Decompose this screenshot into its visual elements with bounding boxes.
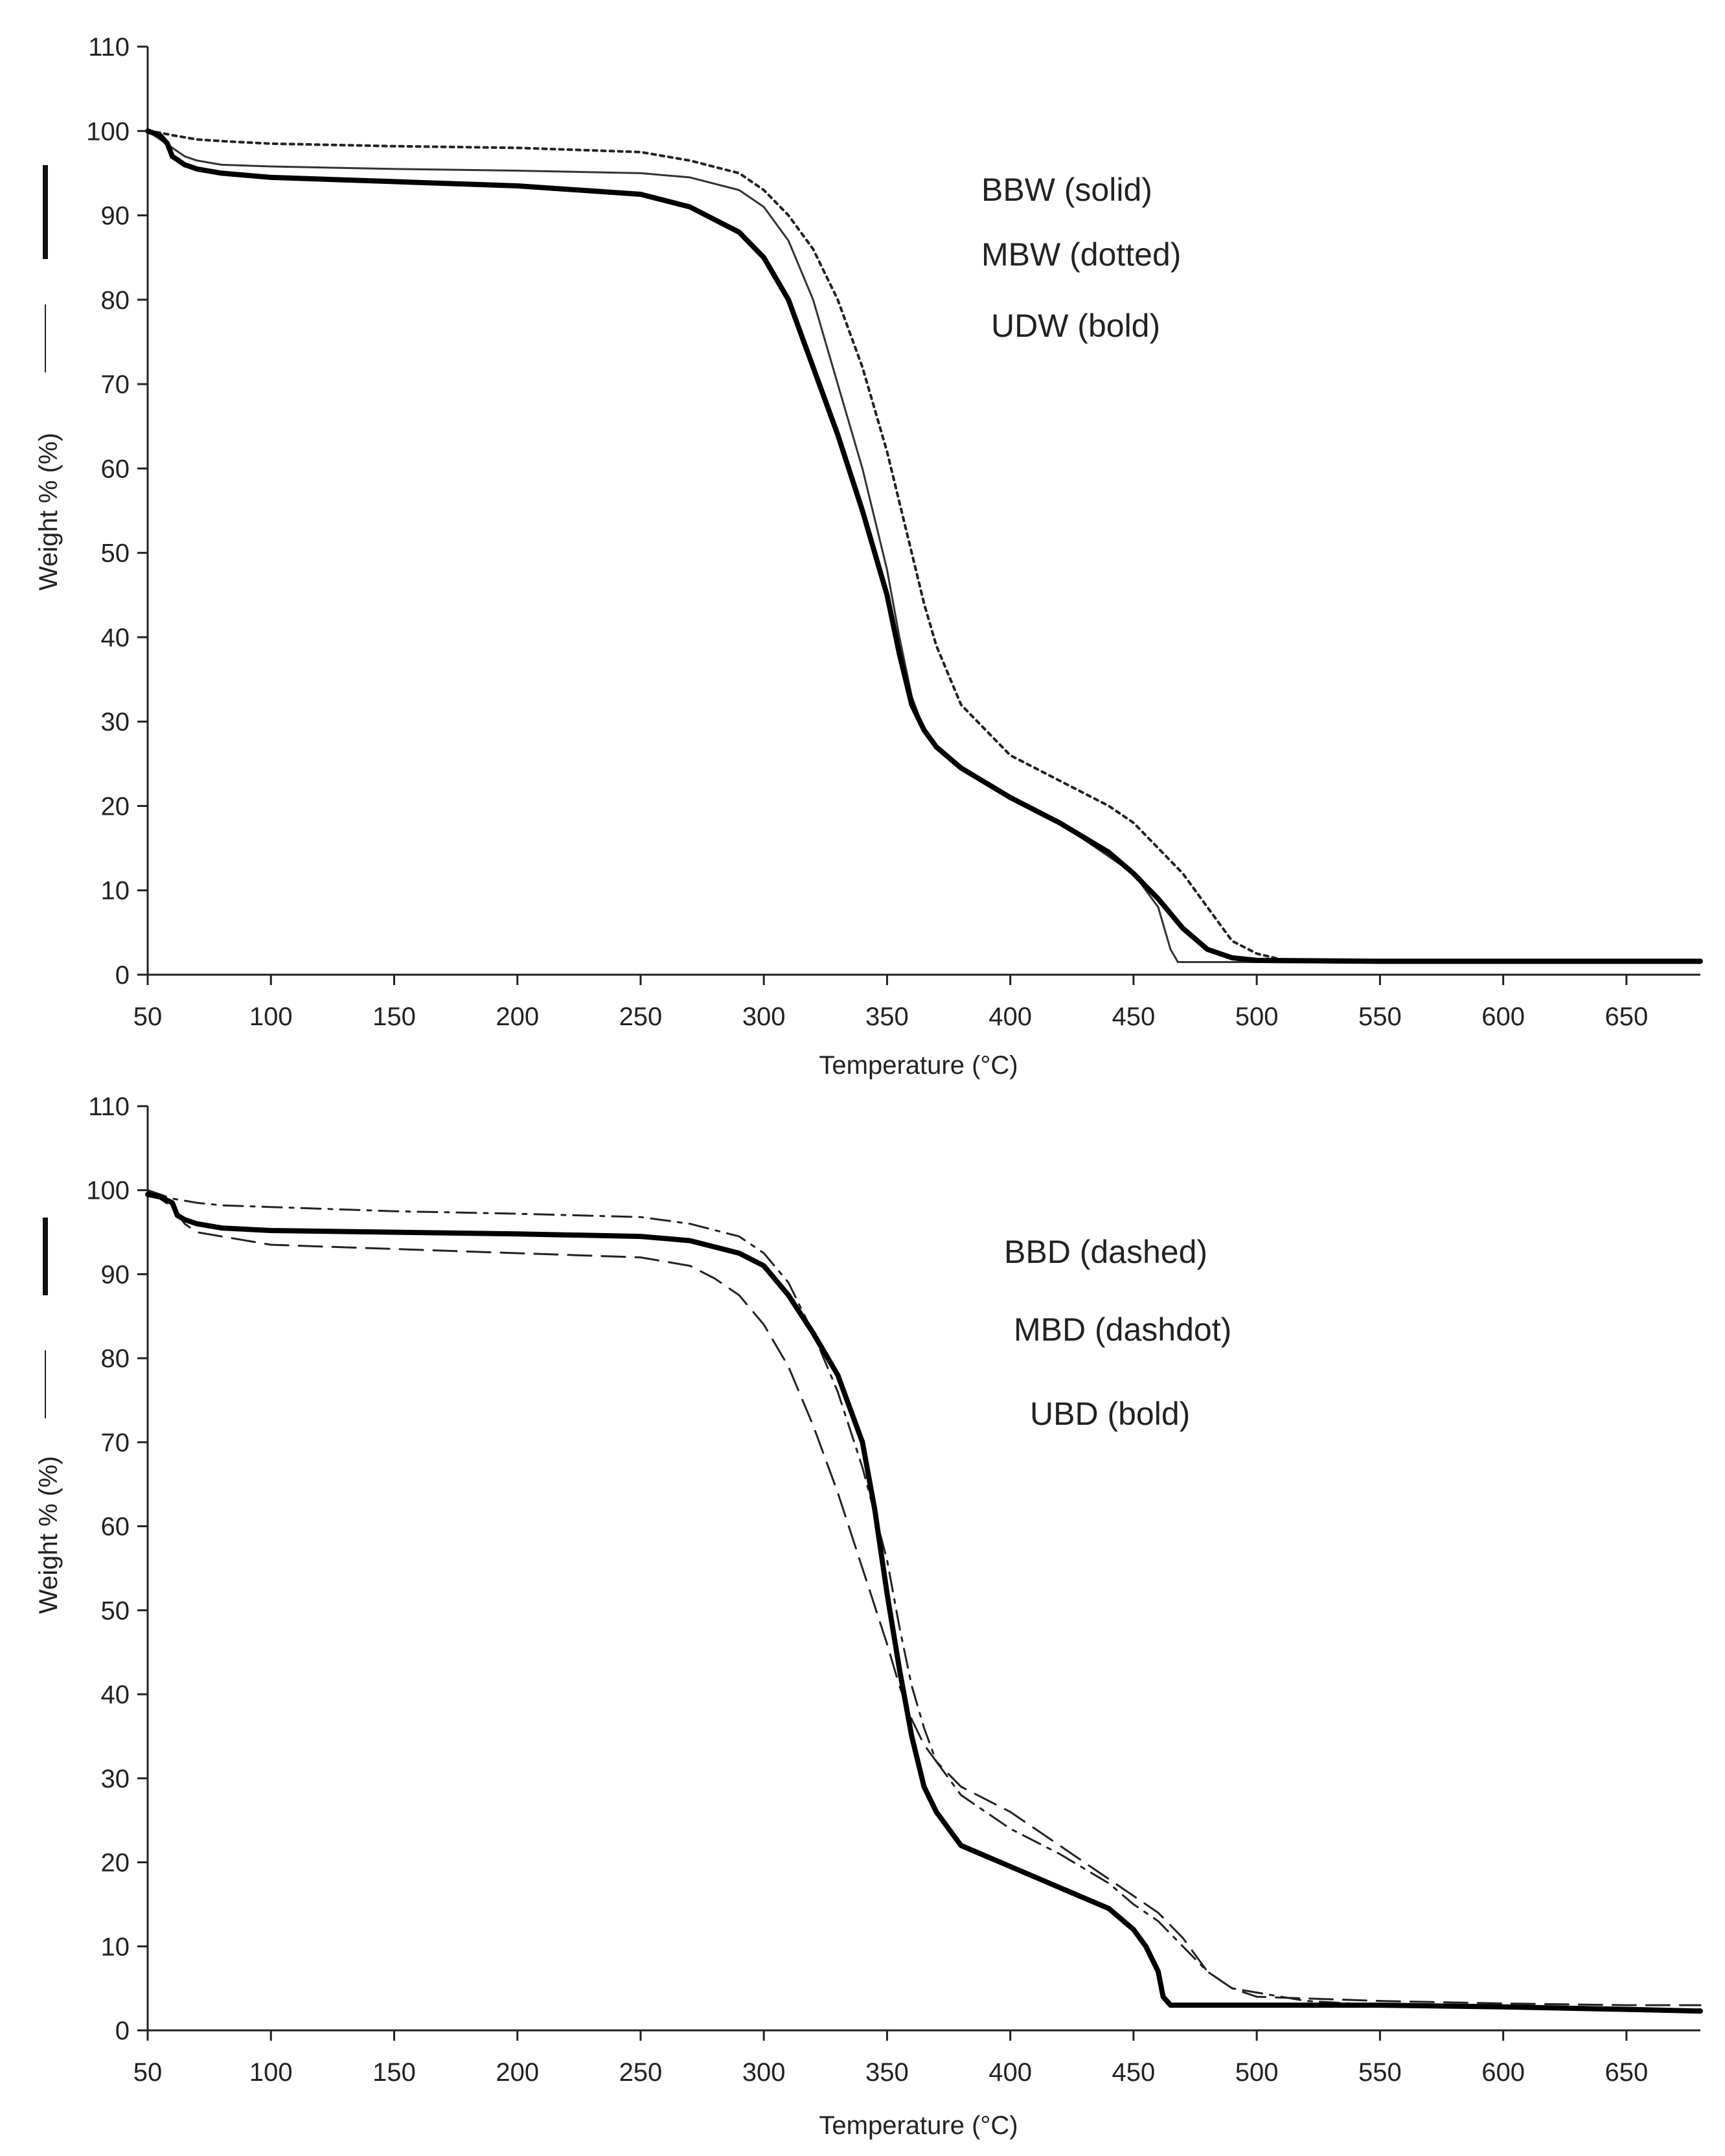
x-tick-label: 650 bbox=[1605, 1003, 1648, 1031]
y-tick-label: 20 bbox=[101, 792, 130, 821]
y-tick-label: 60 bbox=[101, 1513, 130, 1541]
series-line-mbw bbox=[146, 130, 1702, 964]
y-tick-label: 80 bbox=[101, 1345, 130, 1373]
x-tick-label: 50 bbox=[133, 1003, 163, 1031]
y-tick-label: 110 bbox=[88, 1093, 130, 1121]
y-tick-label: 30 bbox=[101, 708, 130, 736]
series-group bbox=[145, 1189, 1703, 2014]
y-tick-label: 10 bbox=[101, 1933, 130, 1961]
legend-entry-ubd: UBD (bold) bbox=[1030, 1396, 1190, 1432]
series-group bbox=[145, 128, 1703, 964]
legend-entry-udw: UDW (bold) bbox=[991, 308, 1160, 344]
x-axis-title: Temperature (°C) bbox=[819, 2111, 1018, 2140]
x-tick-label: 550 bbox=[1358, 1003, 1402, 1031]
x-tick-label: 450 bbox=[1112, 1003, 1156, 1031]
series-line-ubd bbox=[145, 1192, 1703, 2014]
y-tick-label: 90 bbox=[101, 202, 130, 231]
chart-top: Weight % (%) 0 10 20 30 40 50 60 70 80 90 100 110 50… bbox=[34, 33, 1703, 1080]
legend-entry-mbd: MBD (dashdot) bbox=[1014, 1311, 1231, 1348]
tick-group: 0 10 20 30 40 50 60 70 80 90 100 110 50 100 150 200 250 3… bbox=[86, 33, 1648, 1031]
legend-entry-mbw: MBW (dotted) bbox=[981, 236, 1181, 273]
y-tick-label: 70 bbox=[101, 370, 130, 399]
y-tick-label: 50 bbox=[101, 1596, 130, 1625]
y-tick-label: 80 bbox=[101, 286, 130, 315]
x-tick-label: 200 bbox=[496, 1003, 539, 1031]
y-tick-label: 30 bbox=[101, 1765, 130, 1793]
x-tick-label: 100 bbox=[249, 1003, 293, 1031]
x-tick-label: 300 bbox=[742, 1003, 786, 1031]
y-axis-title: Weight % (%) bbox=[34, 1456, 63, 1614]
x-tick-label: 400 bbox=[988, 1003, 1032, 1031]
y-axis-title-group: Weight % (%) bbox=[34, 165, 63, 591]
y-tick-label: 10 bbox=[101, 877, 130, 905]
x-tick-label: 300 bbox=[742, 2058, 786, 2087]
x-axis-title: Temperature (°C) bbox=[819, 1051, 1018, 1080]
series-line-udw bbox=[145, 128, 1703, 964]
x-tick-label: 50 bbox=[133, 2058, 163, 2087]
y-axis-title-group: Weight % (%) bbox=[34, 1218, 63, 1614]
y-tick-label: 40 bbox=[101, 624, 130, 652]
x-tick-label: 200 bbox=[496, 2058, 539, 2087]
x-tick-label: 100 bbox=[249, 2058, 293, 2087]
x-tick-label: 500 bbox=[1235, 2058, 1279, 2087]
tick-group: 0 10 20 30 40 50 60 70 80 90 100 110 50 100 150 200 250 3… bbox=[86, 1093, 1648, 2087]
x-tick-label: 350 bbox=[865, 2058, 909, 2087]
y-tick-label: 20 bbox=[101, 1849, 130, 1878]
x-tick-label: 450 bbox=[1112, 2058, 1156, 2087]
chart-bottom: Weight % (%) 0 10 20 30 40 50 60 70 80 90 100 110 50… bbox=[34, 1093, 1703, 2140]
y-tick-label: 0 bbox=[115, 2017, 130, 2045]
x-tick-label: 150 bbox=[372, 2058, 416, 2087]
x-tick-label: 150 bbox=[372, 1003, 416, 1031]
x-tick-label: 550 bbox=[1358, 2058, 1402, 2087]
x-tick-label: 600 bbox=[1481, 2058, 1525, 2087]
x-tick-label: 350 bbox=[865, 1003, 909, 1031]
x-tick-label: 650 bbox=[1605, 2058, 1648, 2087]
y-tick-label: 110 bbox=[88, 33, 130, 62]
y-tick-label: 0 bbox=[115, 961, 130, 990]
series-line-bbw bbox=[146, 130, 1702, 964]
legend-entry-bbw: BBW (solid) bbox=[981, 172, 1152, 208]
x-tick-label: 250 bbox=[619, 1003, 663, 1031]
x-tick-label: 400 bbox=[988, 2058, 1032, 2087]
series-line-bbd bbox=[146, 1189, 1702, 2006]
x-tick-label: 600 bbox=[1481, 1003, 1525, 1031]
y-tick-label: 100 bbox=[86, 117, 130, 146]
y-tick-label: 90 bbox=[101, 1260, 130, 1289]
y-axis-title: Weight % (%) bbox=[34, 433, 63, 591]
y-tick-label: 40 bbox=[101, 1681, 130, 1709]
x-tick-label: 500 bbox=[1235, 1003, 1279, 1031]
y-tick-label: 100 bbox=[86, 1177, 130, 1205]
series-line-mbd bbox=[146, 1189, 1702, 2011]
x-tick-label: 250 bbox=[619, 2058, 663, 2087]
y-tick-label: 60 bbox=[101, 455, 130, 483]
legend-entry-bbd: BBD (dashed) bbox=[1004, 1234, 1207, 1270]
y-tick-label: 70 bbox=[101, 1429, 130, 1457]
y-tick-label: 50 bbox=[101, 539, 130, 568]
